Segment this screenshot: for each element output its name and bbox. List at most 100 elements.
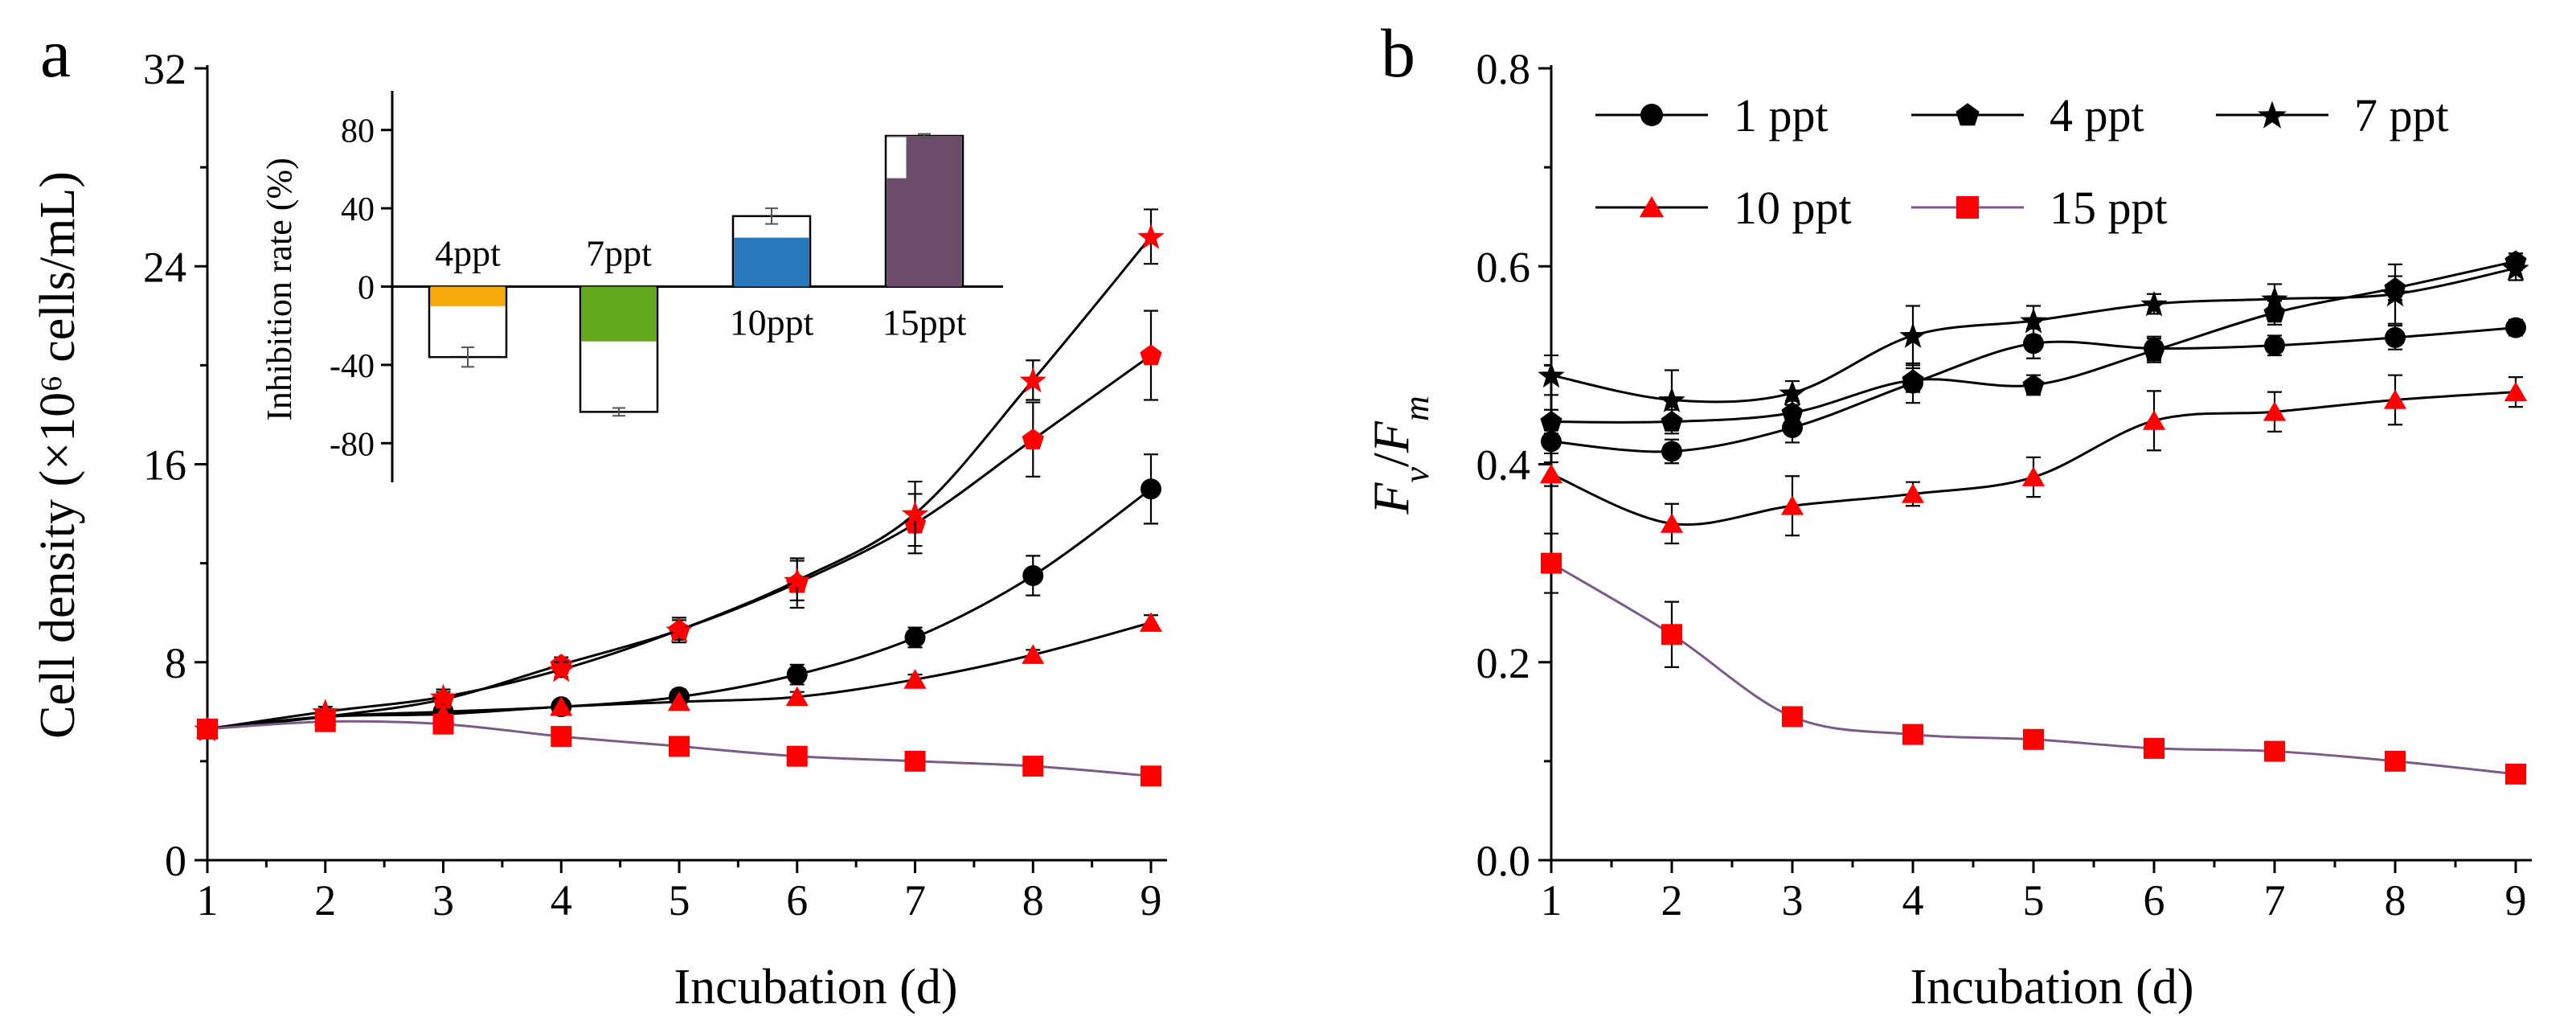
data-point	[1781, 401, 1804, 423]
inset-category-label: 15ppt	[883, 302, 967, 343]
series-line	[207, 236, 1153, 731]
y-tick-label: 0.8	[1476, 45, 1531, 93]
data-point	[1902, 369, 1924, 391]
panel-a-x-axis-label: Incubation (d)	[674, 960, 958, 1015]
legend-marker	[1639, 196, 1665, 218]
inset-error-bar	[918, 133, 931, 139]
inset-bar-chart: -80 -40 0 40 80 4ppt 7ppt 10ppt 15ppt	[330, 91, 1003, 482]
inset-error-bar	[461, 346, 474, 368]
y-tick-label: 0.6	[1476, 243, 1531, 291]
y-tick-label: 0.0	[1476, 837, 1531, 885]
y-tick-label: 8	[165, 639, 186, 687]
inset-y-axis-label: Inhibition rate (%)	[260, 158, 299, 420]
data-point	[2385, 750, 2406, 772]
legend-item-7-ppt: 7 ppt	[2216, 89, 2449, 141]
legend-item-15-ppt: 15 ppt	[1911, 182, 2168, 234]
panel-a: a Incubation (d) Cell density (×10⁶ cell…	[31, 14, 957, 1015]
data-point	[1022, 565, 1044, 587]
legend-label: 4 ppt	[2050, 89, 2144, 141]
legend-item-10-ppt: 10 ppt	[1595, 182, 1852, 234]
inset-category-label: 4ppt	[435, 233, 501, 274]
data-point	[2140, 290, 2168, 317]
inset-error-bar	[765, 207, 778, 225]
data-point	[1661, 624, 1682, 646]
x-tick-label: 7	[904, 876, 926, 924]
legend-item-1-ppt: 1 ppt	[1595, 89, 1829, 141]
x-tick-label: 3	[1782, 876, 1804, 924]
data-point	[429, 683, 457, 710]
data-point	[1137, 223, 1165, 249]
series-15-ppt	[197, 711, 1161, 787]
y-tick-label: 0.2	[1476, 639, 1531, 687]
data-point	[1022, 644, 1045, 664]
legend-marker	[2258, 100, 2287, 129]
data-point	[2023, 728, 2044, 750]
legend-marker	[1956, 103, 1980, 126]
series-7-ppt	[1538, 255, 2529, 431]
data-point	[1901, 483, 1925, 503]
ylabel-f2: F	[1362, 420, 1419, 453]
ylabel-slash: /	[1362, 453, 1419, 467]
x-tick-label: 1	[1541, 876, 1562, 924]
inset-category-label: 10ppt	[730, 302, 814, 343]
inset-bar-4ppt: 4ppt	[428, 233, 508, 368]
data-point	[669, 736, 690, 757]
series-15-ppt	[1541, 532, 2526, 785]
data-point	[551, 726, 572, 748]
x-tick-label: 8	[2385, 876, 2406, 924]
data-point	[1022, 756, 1044, 777]
panel-b-y-axis-label: Fv/Fm	[1362, 396, 1436, 514]
data-point	[1140, 344, 1162, 366]
data-point	[547, 656, 575, 683]
data-point	[2385, 326, 2406, 348]
data-point	[1661, 441, 1682, 462]
data-point	[2261, 285, 2288, 312]
series-7-ppt	[194, 208, 1165, 742]
panel-b-x-axis-label: Incubation (d)	[1910, 960, 2194, 1015]
inset-bar-notch	[887, 137, 907, 178]
data-point	[2023, 333, 2044, 355]
data-point	[1782, 706, 1803, 728]
data-point	[2264, 740, 2285, 762]
data-point	[786, 745, 808, 767]
inset-y-tick-label: -80	[330, 426, 375, 463]
x-tick-label: 2	[1661, 876, 1683, 924]
data-point	[1019, 367, 1046, 393]
data-point	[1022, 428, 1044, 449]
x-tick-label: 4	[1902, 876, 1924, 924]
data-point	[2144, 737, 2164, 759]
inset-y-tick-label: 80	[341, 113, 375, 150]
panel-b-plot: 1 2 3 4 5 6 7 8 9 0.0 0.2 0.4 0.6 0.8	[1476, 45, 2532, 924]
series-10-ppt	[1539, 374, 2528, 545]
inset-bar-fill	[430, 286, 506, 306]
panel-label-a: a	[40, 14, 71, 92]
data-point	[1539, 463, 1563, 484]
x-tick-label: 3	[432, 876, 454, 924]
data-point	[1660, 513, 1684, 533]
x-tick-label: 7	[2264, 876, 2286, 924]
data-point	[550, 696, 573, 716]
panel-b: b Incubation (d) Fv/Fm	[1362, 14, 2193, 1015]
data-point	[2021, 466, 2046, 486]
y-tick-label: 0.4	[1476, 441, 1531, 490]
data-point	[1538, 362, 1565, 388]
y-tick-label: 16	[143, 441, 186, 490]
x-tick-label: 8	[1022, 876, 1044, 924]
data-point	[2143, 339, 2165, 361]
data-point	[1902, 724, 1923, 745]
data-point	[2142, 410, 2166, 430]
data-point	[903, 669, 927, 689]
data-point	[1141, 478, 1161, 500]
data-point	[1139, 612, 1163, 632]
x-tick-label: 9	[2505, 876, 2527, 924]
data-point	[1899, 322, 1927, 348]
data-point	[1541, 552, 1562, 574]
inset-bar-fill	[581, 286, 657, 342]
legend-label: 1 ppt	[1734, 89, 1829, 141]
data-point	[2020, 307, 2047, 334]
data-point	[2264, 334, 2285, 356]
data-point	[1540, 410, 1562, 432]
data-point	[2505, 763, 2526, 785]
